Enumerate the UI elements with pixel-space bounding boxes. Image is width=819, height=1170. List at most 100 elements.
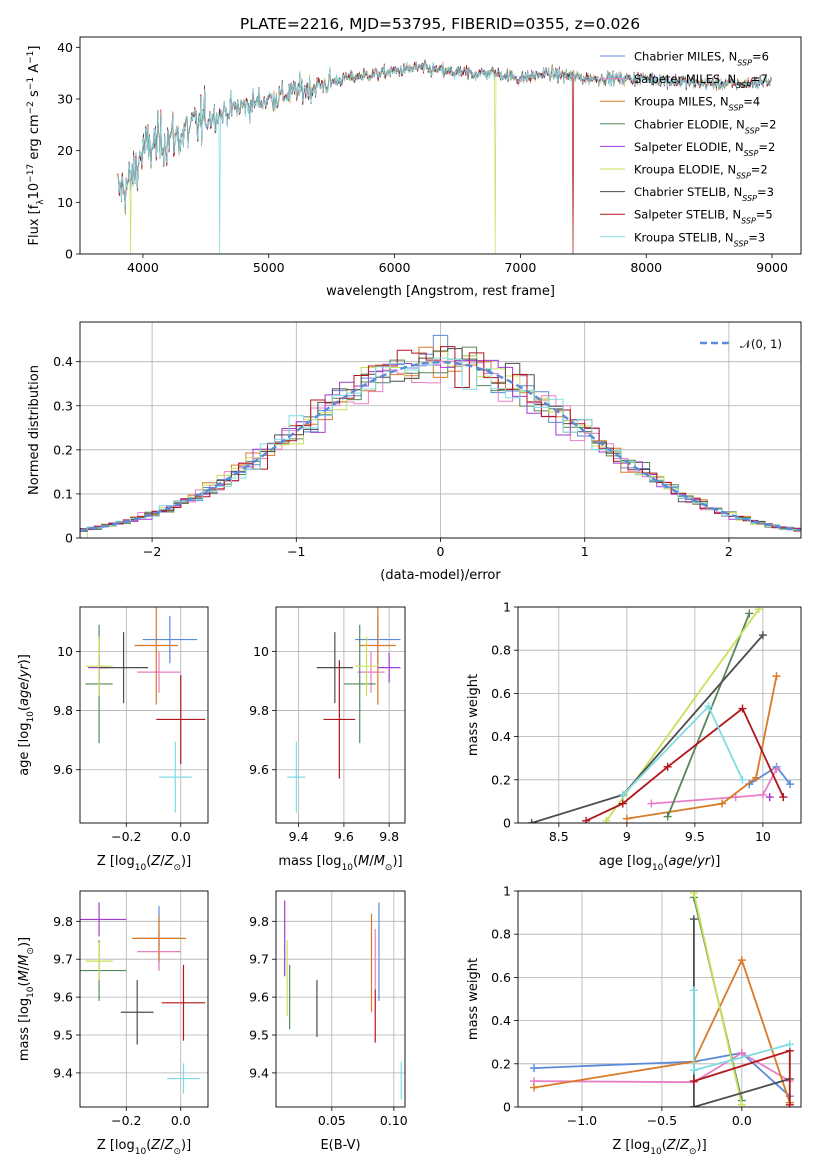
weight-line <box>666 613 751 817</box>
label-part: λ <box>36 199 46 205</box>
x-tick-label: 0 <box>437 544 445 559</box>
z-weights-y-label: mass weight <box>466 958 481 1040</box>
y-tick-label: 1 <box>503 884 511 899</box>
y-tick-label: 0.2 <box>53 442 73 457</box>
y-tick-label: 10 <box>253 644 269 659</box>
weight-series-kroupa-miles <box>622 672 781 823</box>
label-part: M <box>17 955 32 966</box>
age-weights-axes: 8.5 9 9.5 10 0 0.2 0.4 0.6 0.8 1 <box>491 600 801 844</box>
label-part: ] <box>715 854 720 869</box>
axes-frame <box>79 606 209 824</box>
y-tick-label: 9.4 <box>53 1065 73 1080</box>
label-part: age <box>17 682 32 706</box>
spectrum-line-kroupa-elodie <box>117 59 772 254</box>
x-tick-label: 8.5 <box>549 829 569 844</box>
y-tick-label: 40 <box>57 40 73 55</box>
label-part: Z <box>150 1138 161 1153</box>
label-part: 10 <box>26 986 36 998</box>
weight-marker <box>785 1040 794 1049</box>
label-part: ] <box>398 854 403 869</box>
label-part: 10 <box>27 183 42 200</box>
weight-marker <box>527 819 536 823</box>
y-tick-label: 9.5 <box>249 1028 269 1043</box>
label-part: Z <box>164 854 175 869</box>
y-tick-label: 9.8 <box>249 914 269 929</box>
label-part: ⊙ <box>173 1147 181 1157</box>
label-part: =3 <box>757 185 774 199</box>
errorbar-salpeter-miles <box>357 651 385 693</box>
label-part: ) <box>697 1138 702 1153</box>
legend-label-salpeter-miles: Salpeter MILES, NSSP=7 <box>634 72 768 90</box>
errorbar-chabrier-miles <box>142 615 198 664</box>
y-tick-label: 9.5 <box>53 1028 73 1043</box>
label-part: SSP <box>737 58 752 67</box>
weight-marker <box>758 631 767 640</box>
label-part: ] <box>186 854 191 869</box>
legend-label-chabrier-miles: Chabrier MILES, NSSP=6 <box>634 50 769 68</box>
label-part: −2 <box>26 101 36 114</box>
label-part: ) <box>17 659 32 664</box>
y-tick-label: 9.8 <box>249 703 269 718</box>
errorbar-chabrier-elodie <box>343 624 376 744</box>
z-vs-age-axes: −0.2 0.0 9.6 9.8 10 <box>53 607 208 844</box>
age-weights-y-label: mass weight <box>466 674 481 756</box>
y-tick-label: 20 <box>57 143 73 158</box>
label-part: =5 <box>756 208 773 222</box>
y-tick-label: 0.8 <box>491 643 511 658</box>
mass-vs-age-x-label: mass [log10(M/M⊙)] <box>278 854 402 873</box>
y-tick-label: 0.4 <box>491 729 511 744</box>
label-part: yr <box>696 854 712 869</box>
label-part: SSP <box>734 239 749 248</box>
legend-label-normal: 𝒩(0, 1) <box>740 337 782 351</box>
label-part: ] <box>186 1138 191 1153</box>
figure-title: PLATE=2216, MJD=53795, FIBERID=0355, z=0… <box>240 15 640 33</box>
label-part: 10 <box>650 1147 662 1157</box>
weight-series-salpeter-elodie <box>765 793 774 802</box>
ebv-vs-mass-axes: 0.05 0.10 9.4 9.5 9.6 9.7 9.8 <box>249 891 408 1128</box>
label-part: yr <box>17 663 32 679</box>
y-tick-label: 0.4 <box>491 1013 511 1028</box>
spectrum-x-label: wavelength [Angstrom, rest frame] <box>326 284 555 299</box>
label-part: Chabrier STELIB, N <box>634 185 742 199</box>
y-tick-label: 0 <box>65 531 73 546</box>
x-tick-label: 4000 <box>127 260 159 275</box>
label-part: SSP <box>741 216 756 225</box>
label-part: age <box>668 854 692 869</box>
y-tick-label: 10 <box>57 195 73 210</box>
x-tick-label: 9000 <box>756 260 788 275</box>
label-part: M <box>358 854 369 869</box>
spectrum-legend: Chabrier MILES, NSSP=6 Salpeter MILES, NS… <box>600 50 776 248</box>
weight-marker <box>689 1077 698 1086</box>
label-part: M <box>17 970 32 981</box>
label-part: 10 <box>652 863 664 873</box>
y-tick-label: 9.8 <box>53 703 73 718</box>
legend-label-salpeter-elodie: Salpeter ELODIE, NSSP=2 <box>634 140 775 158</box>
x-tick-label: 7000 <box>504 260 536 275</box>
weight-line <box>533 1051 791 1084</box>
x-tick-label: 5000 <box>253 260 285 275</box>
label-part: Z <box>150 854 161 869</box>
legend-label-chabrier-stelib: Chabrier STELIB, NSSP=3 <box>634 185 774 203</box>
x-tick-label: 9.8 <box>379 829 399 844</box>
x-tick-label: −0.2 <box>111 829 141 844</box>
weight-marker <box>737 1049 746 1057</box>
errorbar-kroupa-stelib <box>287 741 306 813</box>
weight-marker <box>689 986 698 995</box>
weight-marker <box>529 1064 538 1073</box>
errorbar-salpeter-stelib <box>156 675 206 764</box>
z-weights-x-label: Z [log10(Z/Z⊙)] <box>612 1138 706 1157</box>
mass-vs-age-axes: 9.4 9.6 9.8 9.6 9.8 10 <box>249 607 405 844</box>
weight-marker <box>738 775 747 784</box>
weight-line <box>531 634 764 823</box>
weight-marker <box>754 607 763 614</box>
y-tick-label: 9.8 <box>53 914 73 929</box>
x-tick-label: −0.5 <box>647 1113 677 1128</box>
label-part: ( <box>662 1138 667 1153</box>
weight-marker <box>689 891 698 898</box>
x-tick-label: 9.6 <box>334 829 354 844</box>
label-part: Chabrier ELODIE, N <box>634 117 745 131</box>
weight-line <box>693 919 791 1107</box>
y-tick-label: 0.3 <box>53 398 73 413</box>
x-tick-label: 9 <box>623 829 631 844</box>
x-tick-label: 0.0 <box>732 1113 752 1128</box>
